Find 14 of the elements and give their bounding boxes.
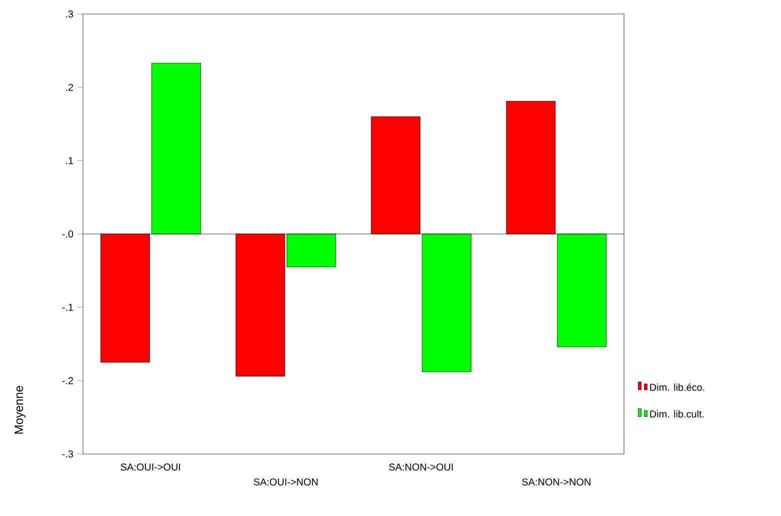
y-tick-label: -.0 bbox=[62, 230, 74, 238]
y-tick-label: .2 bbox=[66, 84, 73, 91]
y-tick-label: -.3 bbox=[62, 450, 74, 458]
x-tick-label: SA:NON->OUI bbox=[389, 464, 453, 471]
x-tick-label: SA:OUI->OUI bbox=[120, 464, 180, 471]
x-tick-label: SA:OUI->NON bbox=[254, 478, 318, 486]
y-tick-label: .3 bbox=[66, 10, 74, 18]
y-tick-label: .1 bbox=[66, 157, 74, 164]
legend-label: Dim. lib.cult. bbox=[650, 410, 704, 418]
y-axis-title: Moyenne bbox=[14, 386, 26, 434]
legend-label: Dim. lib.éco. bbox=[650, 383, 704, 391]
y-tick-label: -.1 bbox=[62, 304, 74, 311]
y-tick-label: -.2 bbox=[62, 377, 73, 384]
x-tick-label: SA:NON->NON bbox=[522, 478, 590, 486]
